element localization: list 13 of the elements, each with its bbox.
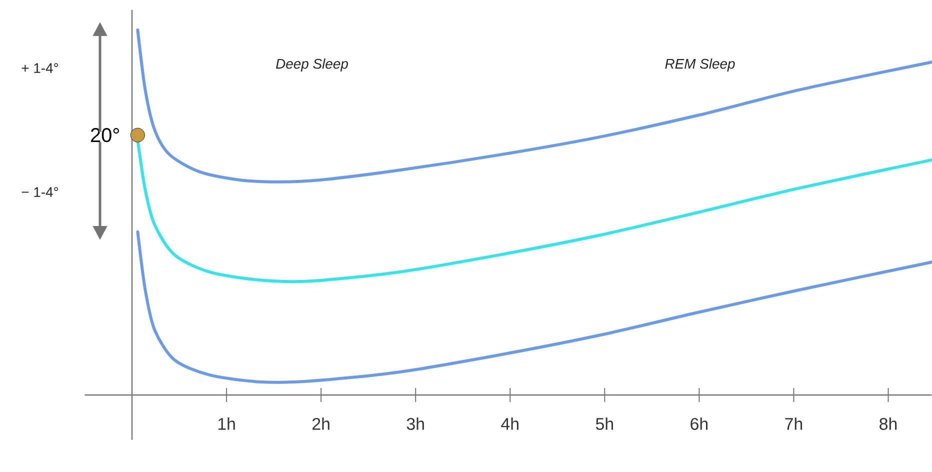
x-tick-label: 6h <box>690 418 708 430</box>
annotation: REM Sleep <box>665 58 735 72</box>
x-tick-label: 8h <box>880 418 897 430</box>
x-tick-label: 7h <box>785 418 802 430</box>
annotation: Deep Sleep <box>276 58 348 72</box>
annotation: 20° <box>91 128 119 142</box>
x-tick-label: 4h <box>501 418 518 430</box>
x-tick-label: 2h <box>312 418 330 430</box>
x-tick-label: 5h <box>596 418 613 430</box>
x-tick-label: 1h <box>218 418 235 430</box>
text: + 1-4° <box>22 63 58 73</box>
x-tick-label: 3h <box>406 418 424 430</box>
text: − 1-4° <box>22 187 58 197</box>
